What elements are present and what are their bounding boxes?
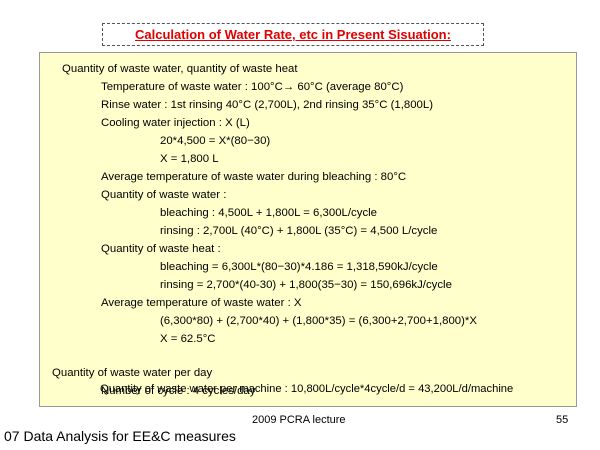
- line-temperature-waste-water: Temperature of waste water : 100°C→ 60°C…: [101, 81, 404, 93]
- line-average-temp-result: X = 62.5°C: [160, 333, 216, 345]
- slide-title: Calculation of Water Rate, etc in Presen…: [135, 27, 451, 42]
- line-bleaching-water: bleaching : 4,500L + 1,800L = 6,300L/cyc…: [160, 207, 378, 219]
- line-quantity-waste-heat-heading: Quantity of waste heat :: [101, 243, 221, 255]
- section-heading-waste-water-heat: Quantity of waste water, quantity of was…: [62, 63, 298, 75]
- line-quantity-waste-water-heading: Quantity of waste water :: [101, 189, 227, 201]
- line-equation-cooling: 20*4,500 = X*(80−30): [160, 135, 271, 147]
- title-box: Calculation of Water Rate, etc in Presen…: [102, 23, 484, 46]
- line-waste-water-per-machine: Quantity of waste water per machine : 10…: [100, 383, 514, 395]
- line-average-temp-heading: Average temperature of waste water : X: [101, 297, 302, 309]
- line-bleaching-heat: bleaching = 6,300L*(80−30)*4.186 = 1,318…: [160, 261, 438, 273]
- line-rinsing-heat: rinsing = 2,700*(40-30) + 1,800(35−30) =…: [160, 279, 452, 291]
- section-heading-per-day: Quantity of waste water per day: [52, 367, 213, 379]
- line-rinsing-water: rinsing : 2,700L (40°C) + 1,800L (35°C) …: [160, 225, 438, 237]
- content-panel: Quantity of waste water, quantity of was…: [39, 52, 577, 407]
- line-rinse-water: Rinse water : 1st rinsing 40°C (2,700L),…: [101, 99, 434, 111]
- line-average-temp-bleaching: Average temperature of waste water durin…: [101, 171, 407, 183]
- line-number-of-cycle: Number of cycle : 4 cycles/day: [101, 385, 256, 397]
- footer-caption: 07 Data Analysis for EE&C measures: [4, 428, 236, 444]
- line-cooling-water-injection: Cooling water injection : X (L): [101, 117, 250, 129]
- page-number: 55: [556, 414, 569, 426]
- line-average-temp-equation: (6,300*80) + (2,700*40) + (1,800*35) = (…: [160, 315, 477, 327]
- line-result-cooling: X = 1,800 L: [160, 153, 219, 165]
- footer-lecture: 2009 PCRA lecture: [252, 414, 346, 426]
